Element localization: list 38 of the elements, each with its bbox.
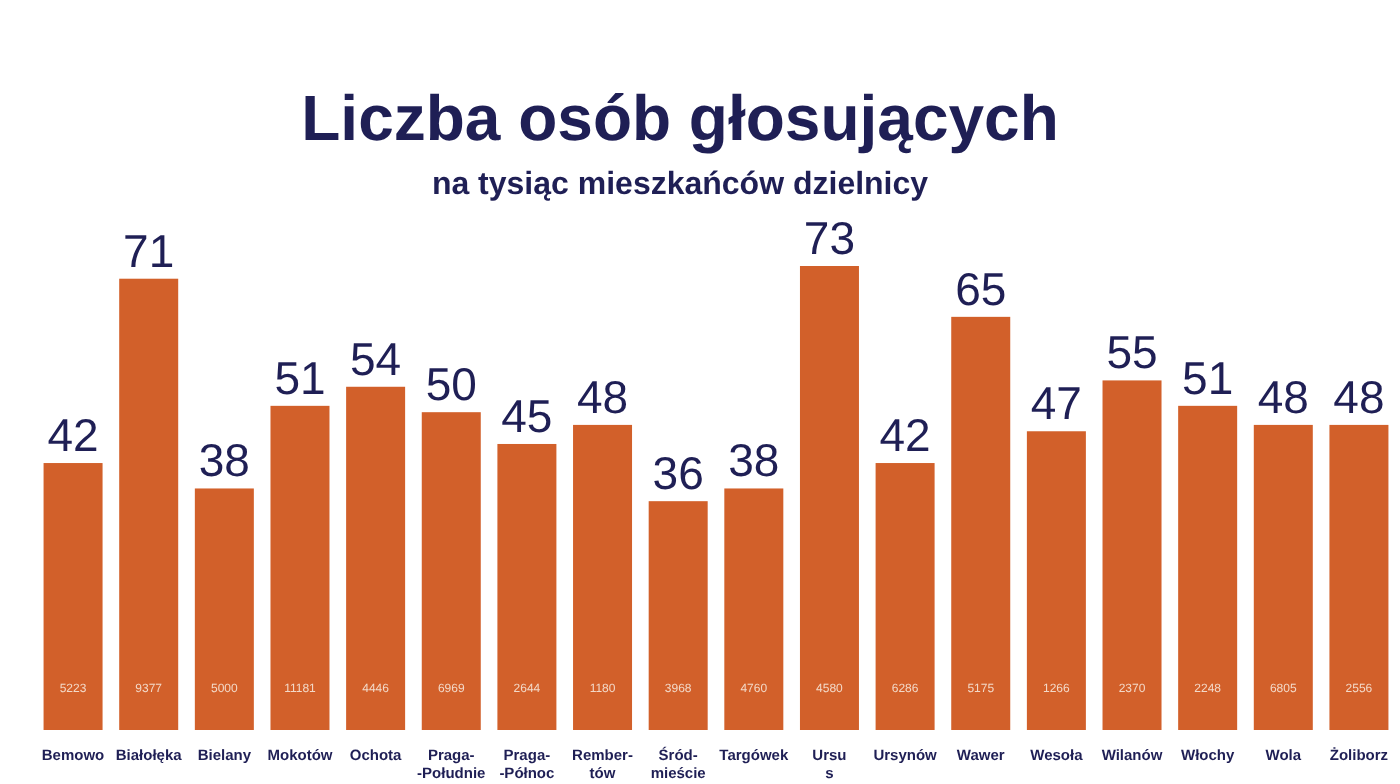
chart-title: Liczba osób głosujących: [301, 82, 1059, 154]
data-label: 38: [728, 434, 780, 487]
data-label: 51: [1182, 351, 1234, 404]
bar: [799, 266, 859, 730]
data-label: 48: [1333, 370, 1385, 423]
bar: [270, 405, 330, 730]
data-label: 65: [955, 262, 1007, 315]
data-label: 50: [425, 358, 477, 411]
data-label: 45: [501, 389, 553, 442]
data-label: 48: [576, 370, 629, 423]
bar: [951, 316, 1011, 730]
bar: [421, 412, 481, 730]
data-label: 55: [1106, 326, 1158, 379]
bar: [573, 424, 633, 730]
data-label: 51: [274, 351, 326, 404]
bar: [1329, 424, 1389, 730]
bar: [1102, 380, 1162, 730]
bar: [194, 488, 254, 730]
data-label: 42: [879, 409, 931, 462]
chart-subtitle: na tysiąc mieszkańców dzielnicy: [431, 168, 929, 202]
bar: [1178, 405, 1238, 730]
bar: [43, 463, 103, 730]
data-label: 73: [803, 212, 856, 264]
data-label: 38: [198, 434, 250, 487]
bar: [724, 488, 784, 730]
data-label: 48: [1257, 370, 1309, 423]
bar: [497, 443, 557, 730]
bar: [346, 386, 406, 730]
data-label: 54: [350, 332, 402, 385]
data-label: 71: [123, 224, 175, 277]
bar: [119, 278, 179, 730]
data-label: 36: [652, 447, 704, 500]
data-label: 47: [1030, 377, 1082, 430]
data-label: 42: [47, 409, 99, 462]
bar: [875, 463, 935, 730]
bar: [1026, 431, 1086, 730]
bar: [648, 501, 708, 730]
bar: [1253, 424, 1313, 730]
